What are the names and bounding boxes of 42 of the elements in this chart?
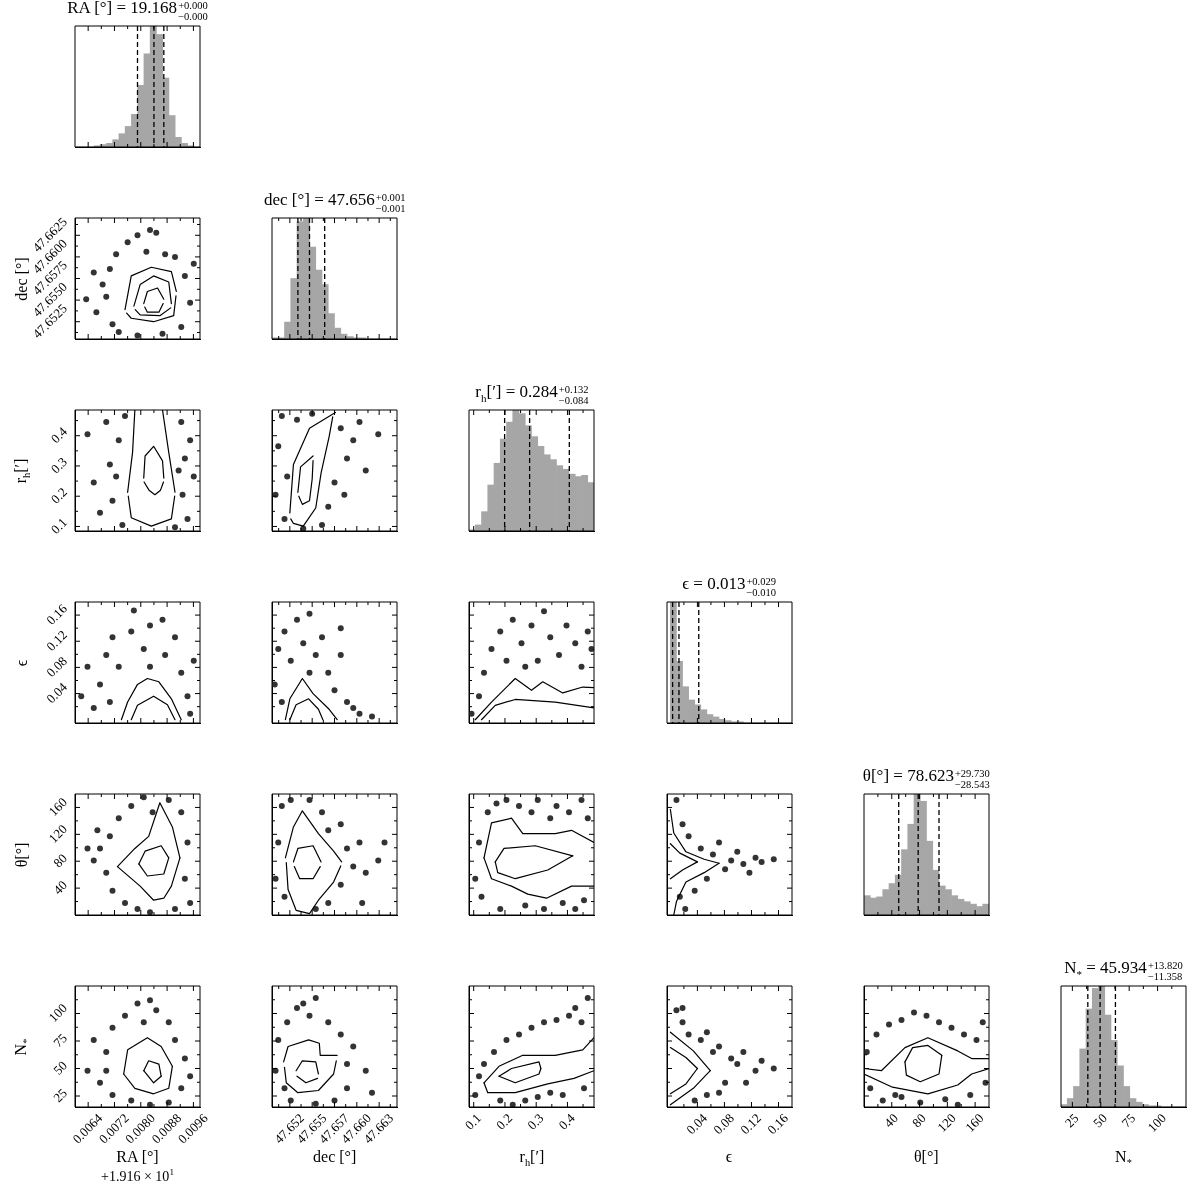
x-tick-label: 160 — [961, 1110, 987, 1135]
x-axis-title: r$_{h}$[′] — [519, 1148, 545, 1169]
x-tick-label: 0.1 — [462, 1110, 485, 1133]
x-tick-label: 0.04 — [682, 1110, 710, 1138]
y-tick-label: 0.1 — [47, 514, 70, 537]
y-axis-title: dec [°] — [13, 256, 31, 301]
y-tick-label: 0.4 — [47, 423, 71, 446]
x-tick-label: 75 — [1118, 1110, 1139, 1131]
y-tick-label: 0.3 — [47, 454, 70, 477]
x-tick-label: 50 — [1090, 1110, 1110, 1131]
x-tick-label: 0.3 — [524, 1110, 547, 1133]
x-tick-label: 80 — [908, 1110, 929, 1131]
y-tick-label: 75 — [50, 1030, 70, 1051]
y-tick-label: 100 — [45, 1000, 70, 1025]
x-tick-label: 0.4 — [556, 1110, 579, 1133]
y-tick-label: 80 — [50, 850, 70, 871]
x-axis-title: RA [°] — [116, 1148, 159, 1166]
y-tick-label: 40 — [50, 877, 70, 898]
x-tick-label: 0.2 — [493, 1110, 516, 1133]
text: +1.916 × 10$^{1}$ — [101, 1167, 174, 1185]
y-tick-label: 0.2 — [47, 484, 70, 507]
x-axis-title: dec [°] — [313, 1148, 357, 1166]
y-axis-title: θ[°] — [13, 842, 31, 867]
y-tick-label: 0.12 — [43, 627, 70, 654]
y-tick-label: 50 — [50, 1057, 70, 1078]
x-axis-title: N$_{*}$ — [1115, 1148, 1132, 1169]
y-axis-title: ϵ — [13, 659, 31, 666]
y-tick-label: 160 — [45, 794, 70, 819]
y-tick-label: 0.08 — [43, 653, 70, 680]
x-tick-label: 40 — [880, 1110, 901, 1131]
x-axis-title: ϵ — [725, 1148, 733, 1166]
x-tick-label: 100 — [1144, 1110, 1170, 1135]
y-tick-label: 0.04 — [43, 679, 71, 707]
x-tick-label: 0.16 — [763, 1110, 792, 1138]
x-axis-title: θ[°] — [913, 1148, 939, 1166]
x-tick-label: 25 — [1061, 1110, 1082, 1131]
x-tick-label: 0.12 — [736, 1110, 764, 1138]
y-tick-label: 0.16 — [43, 600, 71, 628]
x-tick-label: 0.08 — [709, 1110, 737, 1138]
y-tick-label: 25 — [50, 1085, 70, 1106]
x-tick-label: 120 — [934, 1110, 959, 1135]
y-tick-label: 120 — [45, 821, 70, 846]
